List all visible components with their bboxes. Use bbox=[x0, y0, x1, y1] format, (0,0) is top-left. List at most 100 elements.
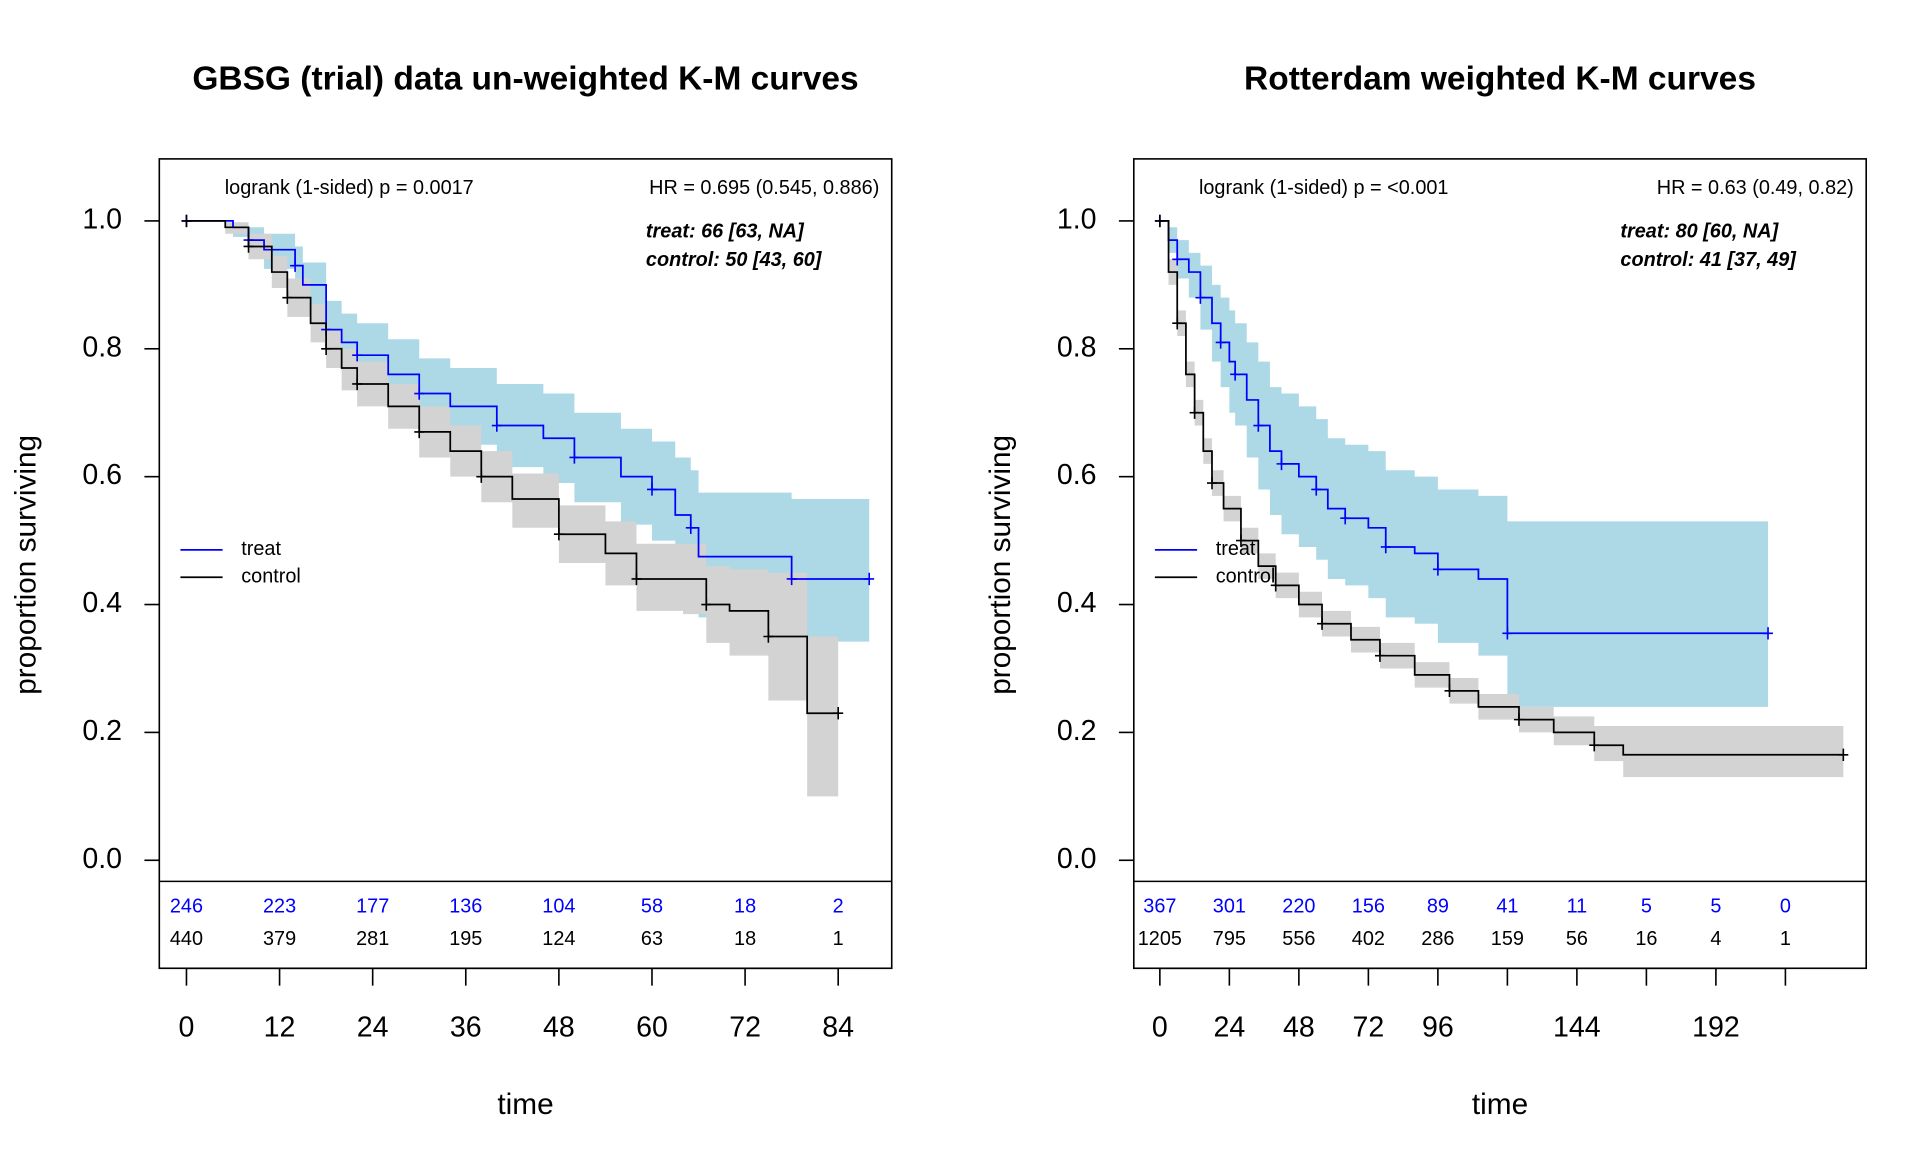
x-tick-label: 0 bbox=[179, 1012, 195, 1044]
at-risk-count: 367 bbox=[1143, 896, 1176, 918]
y-axis-label: proportion surviving bbox=[984, 435, 1017, 695]
censor-mark bbox=[352, 348, 363, 362]
censor-mark bbox=[1444, 684, 1455, 698]
at-risk-count: 5 bbox=[1710, 896, 1721, 918]
at-risk-count: 18 bbox=[734, 896, 756, 918]
censor-mark bbox=[414, 425, 425, 439]
censor-mark bbox=[282, 291, 293, 304]
y-tick-label: 0.2 bbox=[82, 715, 122, 747]
at-risk-count: 402 bbox=[1352, 928, 1385, 950]
chart-title: GBSG (trial) data un-weighted K-M curves bbox=[192, 61, 858, 98]
censor-mark bbox=[701, 598, 712, 611]
censor-mark bbox=[864, 572, 875, 586]
at-risk-count: 124 bbox=[542, 928, 575, 950]
censor-mark bbox=[685, 521, 696, 535]
censor-mark bbox=[1215, 336, 1226, 349]
x-tick-label: 192 bbox=[1692, 1012, 1740, 1044]
censor-mark bbox=[1432, 563, 1443, 576]
at-risk-count: 89 bbox=[1427, 896, 1449, 918]
x-tick-label: 48 bbox=[1283, 1012, 1315, 1044]
at-risk-count: 5 bbox=[1641, 896, 1652, 918]
censor-mark bbox=[243, 240, 254, 253]
ci-band bbox=[186, 220, 839, 797]
legend-label: treat bbox=[1216, 538, 1256, 560]
panel: GBSG (trial) data un-weighted K-M curves… bbox=[10, 61, 893, 1121]
censor-mark bbox=[1253, 419, 1264, 432]
annotation: treat: 80 [60, NA] bbox=[1620, 220, 1779, 242]
x-tick-label: 96 bbox=[1422, 1012, 1454, 1044]
censor-mark bbox=[569, 451, 580, 464]
x-tick-label: 12 bbox=[264, 1012, 296, 1044]
y-tick-label: 0.8 bbox=[1057, 331, 1097, 363]
at-risk-count: 136 bbox=[449, 896, 482, 918]
x-tick-label: 60 bbox=[636, 1012, 668, 1044]
annotation: control: 41 [37, 49] bbox=[1620, 249, 1797, 271]
annotation: HR = 0.63 (0.49, 0.82) bbox=[1657, 177, 1854, 199]
at-risk-count: 177 bbox=[356, 896, 389, 918]
x-axis-label: time bbox=[1472, 1088, 1528, 1121]
censor-mark bbox=[1189, 406, 1200, 419]
survival-curve bbox=[1159, 220, 1769, 635]
legend-label: control bbox=[1216, 565, 1276, 587]
survival-curve bbox=[186, 220, 870, 580]
ci-band bbox=[1159, 220, 1769, 707]
y-tick-label: 0.6 bbox=[1057, 459, 1097, 491]
at-risk-count: 16 bbox=[1635, 928, 1657, 950]
at-risk-count: 56 bbox=[1566, 928, 1588, 950]
censor-mark bbox=[763, 630, 774, 643]
annotation: logrank (1-sided) p = <0.001 bbox=[1199, 177, 1449, 199]
censor-mark bbox=[1276, 457, 1287, 471]
at-risk-count: 41 bbox=[1496, 896, 1518, 918]
at-risk-count: 2 bbox=[833, 896, 844, 918]
annotation: HR = 0.695 (0.545, 0.886) bbox=[649, 177, 879, 199]
panel: Rotterdam weighted K-M curves time proport… bbox=[984, 61, 1868, 1121]
y-tick-label: 1.0 bbox=[1057, 203, 1097, 235]
annotation: logrank (1-sided) p = 0.0017 bbox=[225, 177, 474, 199]
censor-mark bbox=[1235, 534, 1246, 547]
censor-mark bbox=[1380, 540, 1391, 554]
at-risk-count: 1205 bbox=[1138, 928, 1182, 950]
at-risk-count: 195 bbox=[449, 928, 482, 950]
censor-mark bbox=[786, 572, 797, 586]
at-risk-count: 301 bbox=[1213, 896, 1246, 918]
y-tick-label: 0.8 bbox=[82, 331, 122, 363]
y-tick-label: 0.4 bbox=[82, 587, 122, 619]
x-tick-label: 72 bbox=[729, 1012, 761, 1044]
at-risk-count: 1 bbox=[1780, 928, 1791, 950]
censor-mark bbox=[1374, 649, 1385, 662]
y-tick-label: 0.0 bbox=[82, 843, 122, 875]
at-risk-count: 11 bbox=[1567, 896, 1588, 918]
at-risk-count: 440 bbox=[170, 928, 203, 950]
censor-mark bbox=[491, 419, 502, 432]
at-risk-count: 795 bbox=[1213, 928, 1246, 950]
y-tick-label: 0.0 bbox=[1057, 843, 1097, 875]
at-risk-count: 223 bbox=[263, 896, 296, 918]
x-tick-label: 24 bbox=[1213, 1012, 1245, 1044]
censor-mark bbox=[1172, 253, 1183, 266]
at-risk-count: 246 bbox=[170, 896, 203, 918]
at-risk-count: 58 bbox=[641, 896, 663, 918]
at-risk-count: 556 bbox=[1282, 928, 1315, 950]
annotation: control: 50 [43, 60] bbox=[646, 249, 823, 271]
at-risk-count: 220 bbox=[1282, 896, 1315, 918]
x-tick-label: 84 bbox=[822, 1012, 854, 1044]
legend-label: treat bbox=[241, 538, 281, 560]
y-tick-label: 0.4 bbox=[1057, 587, 1097, 619]
y-tick-label: 1.0 bbox=[82, 203, 122, 235]
y-axis-label: proportion surviving bbox=[10, 435, 43, 695]
censor-mark bbox=[321, 342, 332, 355]
censor-mark bbox=[553, 527, 564, 541]
x-axis-label: time bbox=[497, 1088, 553, 1121]
censor-mark bbox=[1340, 512, 1351, 525]
x-tick-label: 72 bbox=[1352, 1012, 1384, 1044]
censor-mark bbox=[1514, 713, 1524, 726]
censor-mark bbox=[1230, 368, 1241, 381]
censor-mark bbox=[647, 483, 657, 496]
censor-mark bbox=[1311, 483, 1322, 496]
censor-mark bbox=[631, 572, 642, 586]
censor-mark bbox=[476, 470, 487, 483]
at-risk-count: 159 bbox=[1491, 928, 1524, 950]
censor-mark bbox=[1763, 627, 1773, 640]
